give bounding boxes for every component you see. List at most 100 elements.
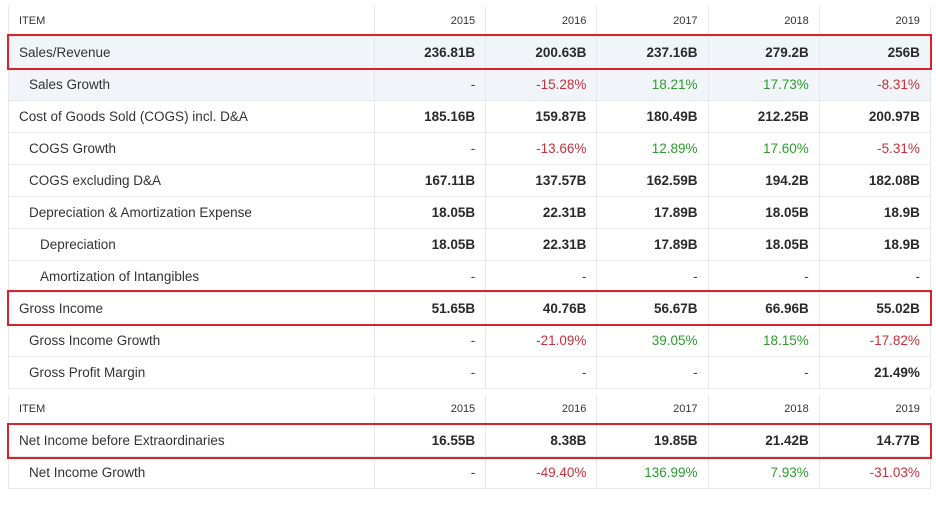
row-label: Gross Income Growth <box>8 323 375 357</box>
table-row-gross-income-growth[interactable]: Gross Income Growth - -21.09% 39.05% 18.15% -… <box>8 323 931 357</box>
year-column-header[interactable]: 2018 <box>707 6 820 37</box>
value-cell: 56.67B <box>596 291 709 325</box>
row-label: Net Income Growth <box>8 456 375 489</box>
value-cell: 22.31B <box>485 195 598 229</box>
value-cell: 55.02B <box>818 291 931 325</box>
value-cell: 162.59B <box>596 163 709 197</box>
value-cell: 180.49B <box>596 99 709 133</box>
value-cell: 12.89% <box>596 131 709 165</box>
value-cell: 40.76B <box>485 291 598 325</box>
year-column-header[interactable]: 2016 <box>485 394 598 425</box>
year-column-header[interactable]: 2017 <box>596 6 709 37</box>
value-cell: 185.16B <box>373 99 487 133</box>
year-column-header[interactable]: 2015 <box>373 394 487 425</box>
value-cell: 17.73% <box>707 67 820 101</box>
row-label: Depreciation & Amortization Expense <box>8 195 375 229</box>
value-cell: 51.65B <box>373 291 487 325</box>
table-row-gross-income[interactable]: Gross Income 51.65B 40.76B 56.67B 66.96B 55.0… <box>8 291 931 325</box>
table-row-sales-revenue[interactable]: Sales/Revenue 236.81B 200.63B 237.16B 279.2B… <box>8 35 931 69</box>
row-label: COGS excluding D&A <box>8 163 375 197</box>
value-cell: 182.08B <box>818 163 931 197</box>
value-cell: -5.31% <box>818 131 931 165</box>
value-cell: 18.05B <box>373 227 487 261</box>
value-cell: - <box>707 355 820 389</box>
value-cell: 136.99% <box>596 456 709 489</box>
value-cell: 18.9B <box>818 195 931 229</box>
value-cell: 16.55B <box>373 424 487 457</box>
value-cell: 200.97B <box>818 99 931 133</box>
value-cell: -21.09% <box>485 323 598 357</box>
table-row-net-income-before-extraordinaries[interactable]: Net Income before Extraordinaries 16.55B 8… <box>8 424 931 457</box>
value-cell: 21.49% <box>818 355 931 389</box>
value-cell: 39.05% <box>596 323 709 357</box>
value-cell: -8.31% <box>818 67 931 101</box>
table-row-cost-of-goods-sold-cogs-incl-d-a[interactable]: Cost of Goods Sold (COGS) incl. D&A 185.1… <box>8 99 931 133</box>
item-column-header: ITEM <box>8 6 375 37</box>
table-row-net-income-growth[interactable]: Net Income Growth - -49.40% 136.99% 7.93% -31… <box>8 456 931 489</box>
row-label: Cost of Goods Sold (COGS) incl. D&A <box>8 99 375 133</box>
value-cell: 7.93% <box>707 456 820 489</box>
value-cell: 17.89B <box>596 227 709 261</box>
table-row-depreciation-amortization-expense[interactable]: Depreciation & Amortization Expense 18.05… <box>8 195 931 229</box>
value-cell: 159.87B <box>485 99 598 133</box>
net-income-table: ITEM 2015 2016 2017 2018 2019 Net Income… <box>8 394 931 489</box>
value-cell: - <box>707 259 820 293</box>
value-cell: 17.60% <box>707 131 820 165</box>
value-cell: - <box>485 355 598 389</box>
value-cell: -15.28% <box>485 67 598 101</box>
value-cell: 18.05B <box>707 227 820 261</box>
row-label: Depreciation <box>8 227 375 261</box>
value-cell: -13.66% <box>485 131 598 165</box>
year-column-header[interactable]: 2015 <box>373 6 487 37</box>
value-cell: - <box>596 259 709 293</box>
value-cell: 66.96B <box>707 291 820 325</box>
value-cell: -17.82% <box>818 323 931 357</box>
value-cell: - <box>818 259 931 293</box>
financials-panel: ITEM 2015 2016 2017 2018 2019 Sales/Reve… <box>8 6 931 489</box>
value-cell: 18.15% <box>707 323 820 357</box>
row-label: Gross Income <box>8 291 375 325</box>
table-row-cogs-growth[interactable]: COGS Growth - -13.66% 12.89% 17.60% -5.31% <box>8 131 931 165</box>
income-table: ITEM 2015 2016 2017 2018 2019 Sales/Reve… <box>8 6 931 389</box>
table-header-row: ITEM 2015 2016 2017 2018 2019 <box>8 394 931 425</box>
value-cell: - <box>373 456 487 489</box>
table-row-depreciation[interactable]: Depreciation 18.05B 22.31B 17.89B 18.05B 18.9… <box>8 227 931 261</box>
value-cell: 167.11B <box>373 163 487 197</box>
table-row-gross-profit-margin[interactable]: Gross Profit Margin - - - -21.49% <box>8 355 931 389</box>
year-column-header[interactable]: 2016 <box>485 6 598 37</box>
value-cell: 137.57B <box>485 163 598 197</box>
value-cell: - <box>373 323 487 357</box>
value-cell: 212.25B <box>707 99 820 133</box>
value-cell: 22.31B <box>485 227 598 261</box>
year-column-header[interactable]: 2019 <box>818 6 931 37</box>
row-label: Gross Profit Margin <box>8 355 375 389</box>
table-row-sales-growth[interactable]: Sales Growth - -15.28% 18.21% 17.73% -8.31% <box>8 67 931 101</box>
value-cell: 18.9B <box>818 227 931 261</box>
year-column-header[interactable]: 2019 <box>818 394 931 425</box>
value-cell: - <box>373 67 487 101</box>
value-cell: 18.21% <box>596 67 709 101</box>
value-cell: 236.81B <box>373 35 487 69</box>
value-cell: 200.63B <box>485 35 598 69</box>
value-cell: 8.38B <box>485 424 598 457</box>
value-cell: 21.42B <box>707 424 820 457</box>
value-cell: 17.89B <box>596 195 709 229</box>
net-income-table-body: Net Income before Extraordinaries 16.55B 8… <box>8 424 931 489</box>
value-cell: -31.03% <box>818 456 931 489</box>
value-cell: - <box>485 259 598 293</box>
value-cell: 237.16B <box>596 35 709 69</box>
value-cell: 18.05B <box>707 195 820 229</box>
year-column-header[interactable]: 2018 <box>707 394 820 425</box>
value-cell: - <box>373 259 487 293</box>
value-cell: -49.40% <box>485 456 598 489</box>
item-column-header: ITEM <box>8 394 375 425</box>
row-label: COGS Growth <box>8 131 375 165</box>
value-cell: 18.05B <box>373 195 487 229</box>
row-label: Sales Growth <box>8 67 375 101</box>
year-column-header[interactable]: 2017 <box>596 394 709 425</box>
value-cell: - <box>373 131 487 165</box>
value-cell: 194.2B <box>707 163 820 197</box>
table-row-cogs-excluding-d-a[interactable]: COGS excluding D&A 167.11B 137.57B 162.59B 1… <box>8 163 931 197</box>
table-row-amortization-of-intangibles[interactable]: Amortization of Intangibles - - - - - <box>8 259 931 293</box>
row-label: Amortization of Intangibles <box>8 259 375 293</box>
